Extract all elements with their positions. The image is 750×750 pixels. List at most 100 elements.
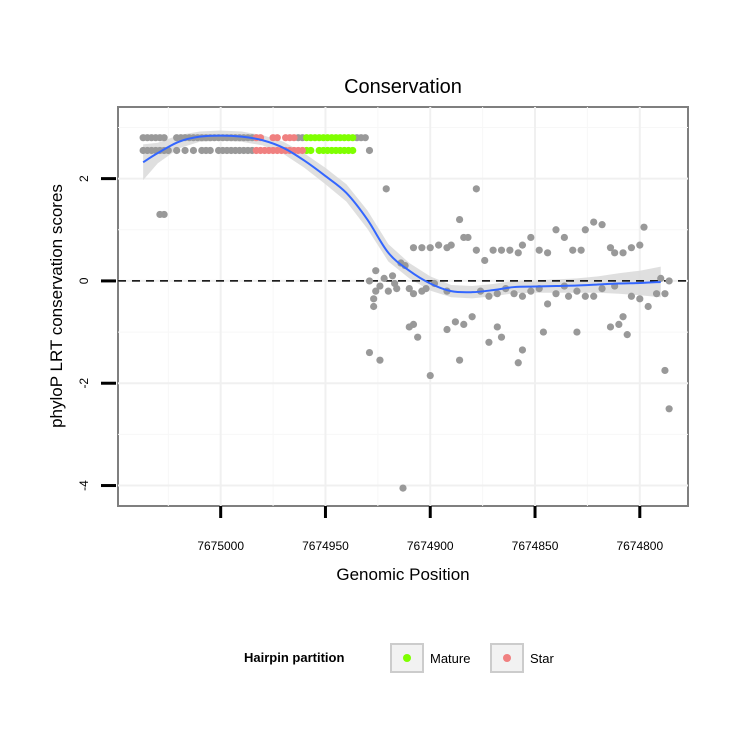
y-tick-label: 2 (77, 175, 91, 182)
data-point-other (380, 274, 388, 282)
data-point-other (606, 323, 615, 331)
data-point-other (543, 300, 552, 308)
smooth-curve (142, 134, 661, 294)
data-point-other (365, 277, 374, 285)
data-point-other (376, 356, 384, 364)
data-point-other (384, 287, 392, 295)
data-point-other (370, 295, 378, 303)
data-point-other (552, 290, 560, 298)
data-point-other (619, 249, 627, 257)
x-tick-label: 7675000 (197, 539, 244, 553)
data-point-other (598, 284, 606, 293)
data-point-other (451, 318, 459, 326)
data-point-other (657, 274, 665, 282)
data-point-other (181, 146, 189, 155)
data-point-other (661, 366, 669, 375)
data-point-other (481, 256, 489, 265)
data-point-other (564, 292, 573, 300)
data-point-other (527, 287, 535, 295)
data-point-other (590, 292, 598, 300)
data-point-other (581, 292, 589, 300)
data-point-other (518, 346, 527, 354)
data-point-other (409, 290, 418, 298)
data-point-other (598, 221, 606, 229)
y-tick-label: -2 (77, 378, 91, 389)
data-point-other (615, 320, 623, 329)
data-point-other (606, 244, 615, 252)
data-point-other (506, 246, 514, 254)
x-axis-title: Genomic Position (336, 565, 469, 584)
smooth-line (142, 134, 661, 294)
data-point-other (543, 249, 552, 257)
data-point-mature (307, 146, 315, 155)
data-point-other (627, 244, 636, 252)
plot-panel (117, 106, 689, 507)
data-point-other (535, 246, 543, 254)
data-point-other (160, 134, 168, 142)
data-point-other (372, 267, 380, 275)
legend-label-mature: Mature (430, 651, 470, 666)
data-point-other (160, 210, 168, 219)
data-point-star (273, 134, 281, 142)
data-point-other (590, 218, 598, 226)
data-point-other (527, 233, 535, 242)
data-point-other (665, 405, 673, 413)
y-tick-label: 0 (77, 277, 91, 284)
data-point-other (414, 333, 422, 341)
data-point-other (455, 215, 464, 224)
data-point-other (365, 146, 374, 155)
data-point-other (426, 371, 434, 380)
data-point-other (426, 244, 434, 252)
data-point-other (611, 249, 619, 257)
data-point-other (372, 287, 380, 295)
y-tick-label: -4 (77, 480, 91, 491)
data-point-other (206, 146, 214, 155)
legend-title: Hairpin partition (244, 650, 344, 665)
data-point-other (552, 226, 560, 234)
data-point-other (497, 246, 506, 254)
data-point-other (370, 302, 378, 311)
data-point-other (376, 282, 384, 290)
data-point-other (485, 292, 493, 300)
data-point-other (405, 284, 413, 293)
data-point-other (365, 348, 374, 357)
data-point-other (173, 146, 181, 155)
data-point-other (514, 249, 522, 257)
data-point-other (577, 246, 585, 254)
data-point-other (661, 290, 669, 298)
data-point-other (435, 241, 443, 249)
data-point-star (290, 134, 298, 142)
data-point-other (623, 331, 631, 339)
data-point-other (510, 290, 518, 298)
data-point-other (560, 233, 568, 242)
data-point-other (497, 333, 506, 341)
chart-title: Conservation (344, 76, 462, 98)
data-point-other (569, 246, 577, 254)
data-point-other (460, 320, 468, 329)
data-point-other (464, 233, 472, 242)
data-point-mature (349, 146, 357, 155)
data-point-other (485, 338, 493, 346)
data-point-other (468, 313, 476, 321)
data-point-other (518, 292, 527, 300)
axes: 7675000 7674950 7674900 7674850 7674800 -4 -2 0… (77, 175, 663, 553)
data-point-other (409, 320, 418, 329)
legend-dot-star (503, 654, 511, 662)
data-point-other (455, 356, 464, 364)
x-tick-label: 7674900 (407, 539, 454, 553)
data-point-other (422, 284, 430, 293)
data-point-other (636, 295, 644, 303)
data-point-other (393, 284, 401, 293)
data-point-other (189, 146, 198, 155)
x-tick-label: 7674950 (302, 539, 349, 553)
data-point-other (665, 277, 673, 285)
data-point-other (472, 246, 480, 254)
data-point-other (581, 226, 589, 234)
data-point-other (493, 323, 501, 331)
data-point-star (298, 146, 307, 155)
x-tick-label: 7674800 (616, 539, 663, 553)
legend-label-star: Star (530, 651, 555, 666)
data-point-other (447, 241, 455, 249)
data-point-other (627, 292, 636, 300)
